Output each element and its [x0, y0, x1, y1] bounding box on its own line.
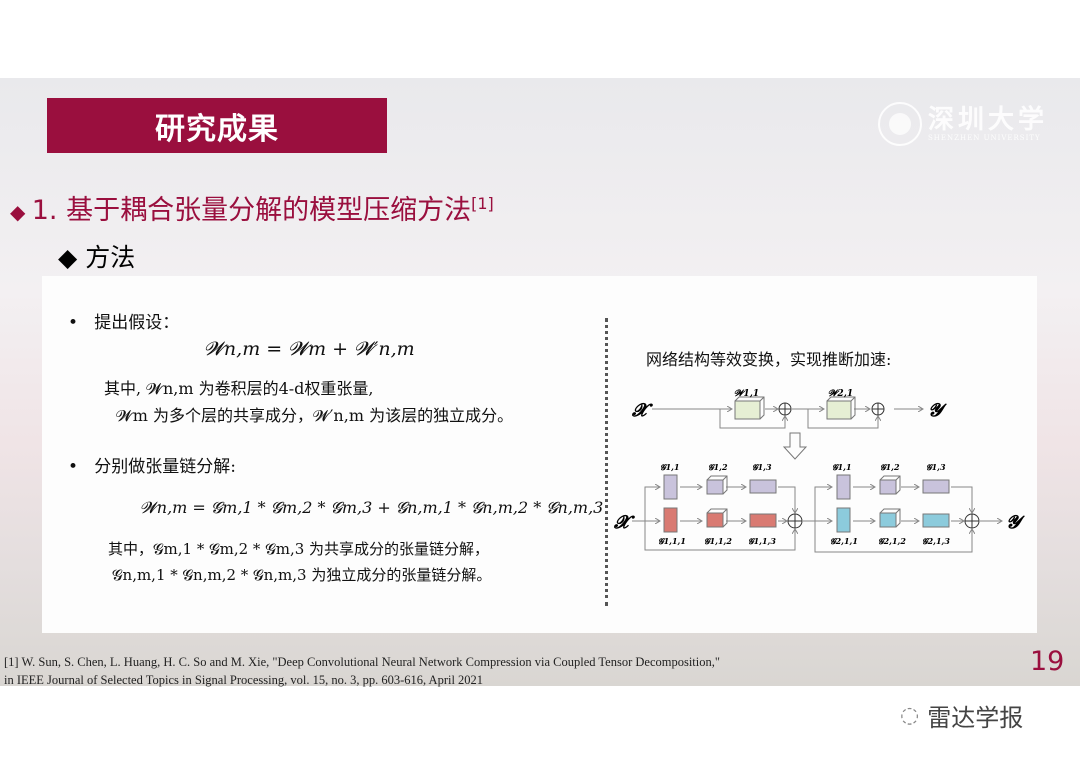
- explanation-line-1: 其中, 𝓦n,m 为卷积层的4-d权重张量,: [104, 379, 374, 398]
- heading-text: 1. 基于耦合张量分解的模型压缩方法: [31, 195, 472, 226]
- label-g: 𝓖2,1,2: [878, 536, 906, 546]
- label-g: 𝓖1,1: [660, 462, 680, 472]
- slide-heading: ◆ 1. 基于耦合张量分解的模型压缩方法[1]: [10, 188, 494, 227]
- label-g: 𝓖1,3: [752, 462, 772, 472]
- weight-block: [826, 400, 852, 420]
- bullet-assumption: • 提出假设：: [68, 313, 180, 333]
- watermark-text: 雷达学报: [927, 704, 1024, 732]
- core-block-branch2: [879, 512, 897, 528]
- label-g: 𝓖1,2: [880, 462, 900, 472]
- input-x: 𝓧: [613, 512, 636, 533]
- diagram-caption: 网络结构等效变换，实现推断加速:: [646, 350, 892, 369]
- weight-block-edge: [734, 396, 765, 420]
- label-g: 𝓖1,1,2: [704, 536, 732, 546]
- bullet-text: 分别做张量链分解:: [94, 457, 236, 477]
- core-block-shared: [706, 479, 724, 495]
- core-block-branch1: [663, 507, 678, 533]
- watermark: ◌ 雷达学报: [900, 698, 1023, 733]
- core-block-branch2-edge: [879, 508, 901, 528]
- explanation-line-4: 𝓖n,m,1 * 𝓖n,m,2 * 𝓖n,m,3 为独立成分的张量链分解。: [112, 566, 492, 584]
- core-block-branch1: [706, 512, 724, 528]
- section-title: 研究成果: [47, 98, 387, 153]
- reference-citation: [1] W. Sun, S. Chen, L. Huang, H. C. So …: [4, 655, 720, 687]
- diamond-bullet-icon: ◆: [58, 243, 86, 272]
- logo-cn: 深圳大学: [928, 105, 1049, 135]
- core-block-shared: [879, 479, 897, 495]
- explanation-line-2: 𝓦m 为多个层的共享成分，𝓦′n,m 为该层的独立成分。: [116, 406, 514, 425]
- core-block-shared-edge: [879, 475, 901, 495]
- weight-block: [734, 400, 761, 420]
- core-block-shared: [663, 474, 678, 500]
- wechat-icon: ◌: [900, 703, 920, 728]
- page-number: 19: [1030, 646, 1065, 677]
- label-g: 𝓖1,1,3: [748, 536, 776, 546]
- heading-ref: [1]: [471, 194, 494, 213]
- core-block-shared: [836, 474, 851, 500]
- weight-block-edge: [826, 396, 856, 420]
- network-diagram: 𝓧 𝓨 𝓧 𝓨 𝓦1,1 𝓦2,1 𝓖1,1 𝓖1,2 𝓖1,3 𝓖1,1 𝓖1…: [613, 389, 1025, 553]
- explanation-line-3: 其中，𝓖m,1 * 𝓖m,2 * 𝓖m,3 为共享成分的张量链分解，: [108, 540, 490, 558]
- core-block-branch1: [749, 513, 777, 528]
- bullet-text: 提出假设：: [94, 313, 180, 333]
- label-g: 𝓖1,3: [926, 462, 946, 472]
- label-g: 𝓖1,1: [832, 462, 852, 472]
- label-g: 𝓖1,2: [708, 462, 728, 472]
- label-w11: 𝓦1,1: [734, 389, 759, 399]
- university-logo: 深圳大学 SHENZHEN UNIVERSITY: [878, 102, 1048, 146]
- core-block-shared: [922, 479, 950, 494]
- label-w21: 𝓦2,1: [828, 389, 853, 399]
- label-g: 𝓖2,1,1: [830, 536, 858, 546]
- output-y: 𝓨: [928, 400, 947, 421]
- core-block-branch1-edge: [706, 508, 728, 528]
- subheading-text: 方法: [85, 243, 136, 272]
- diamond-bullet-icon: ◆: [10, 200, 32, 224]
- core-block-shared-edge: [706, 475, 728, 495]
- dotted-divider: [605, 318, 608, 606]
- content-panel: • 提出假设： 𝓦n,m = 𝓦m + 𝓦′n,m 其中, 𝓦n,m 为卷积层的…: [42, 276, 1037, 633]
- core-block-shared: [749, 479, 777, 494]
- label-g: 𝓖1,1,1: [658, 536, 686, 546]
- output-y: 𝓨: [1006, 512, 1025, 533]
- logo-en: SHENZHEN UNIVERSITY: [928, 134, 1041, 142]
- subheading: ◆ 方法: [58, 238, 135, 274]
- label-g: 𝓖2,1,3: [922, 536, 950, 546]
- core-block-branch2: [922, 513, 950, 528]
- equation-2: 𝓦n,m = 𝓖m,1 * 𝓖m,2 * 𝓖m,3 + 𝓖n,m,1 * 𝓖n,…: [140, 498, 604, 517]
- seal-icon: [878, 102, 922, 146]
- bullet-decomposition: • 分别做张量链分解:: [68, 457, 236, 477]
- input-x: 𝓧: [631, 400, 654, 421]
- core-block-branch2: [836, 507, 851, 533]
- equation-1: 𝓦n,m = 𝓦m + 𝓦′n,m: [204, 338, 415, 360]
